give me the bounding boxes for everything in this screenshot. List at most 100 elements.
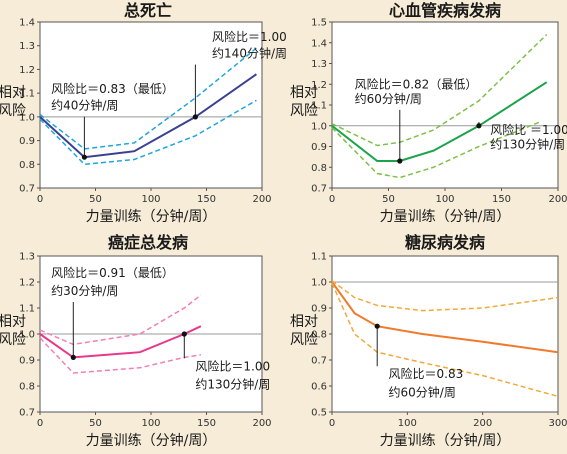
y-axis-label: 相对风险 (290, 314, 318, 348)
chart-panel-3: 癌症总发病 0.7 0.8 0.9 1.0 1.1 1.2 1.3 0 50 100 150 200 力量… (0, 233, 272, 449)
x-tick-label: 50 (382, 194, 395, 205)
x-tick-label: 200 (252, 194, 271, 205)
x-axis-label: 力量训练（分钟/周） (86, 432, 217, 449)
data-point (181, 331, 187, 337)
x-axis-label: 力量训练（分钟/周） (380, 432, 511, 449)
series-ci-line (39, 99, 257, 166)
chart-panel-4: 糖尿病发病 0.5 0.6 0.7 0.8 0.9 1.0 1.1 0 100 200 300 力量训练… (290, 233, 567, 449)
series-ci-line (39, 337, 202, 374)
y-tick-label: 0.9 (311, 142, 327, 153)
y-tick-label: 1.0 (19, 330, 35, 341)
y-axis-label: 相对风险 (0, 314, 26, 348)
y-axis-label: 相对风险 (0, 85, 26, 119)
y-tick-label: 1.1 (311, 101, 327, 112)
series-ci-line (39, 294, 202, 346)
plot-area (331, 21, 559, 189)
y-tick-label: 1.3 (311, 59, 327, 70)
y-tick-label: 1.3 (19, 252, 35, 263)
annotation-text: 约60分钟/周 (355, 91, 422, 106)
annotation-text: 约40分钟/周 (51, 98, 118, 113)
x-tick-label: 0 (37, 194, 43, 205)
y-tick-label: 0.8 (311, 163, 327, 174)
annotation-text: 约140分钟/周 (212, 46, 287, 61)
chart-title: 糖尿病发病 (405, 233, 485, 252)
x-tick-label: 50 (89, 418, 102, 429)
y-tick-label: 0.6 (311, 382, 327, 393)
x-axis-label: 力量训练（分钟/周） (380, 208, 511, 225)
y-tick-label: 0.7 (311, 356, 327, 367)
annotation-text: 约130分钟/周 (195, 377, 270, 392)
annotation-text: 风险比＝1.00 (195, 358, 270, 373)
x-tick-label: 300 (548, 418, 567, 429)
chart-title: 总死亡 (124, 1, 172, 20)
chart-panel-2: 心血管疾病发病 0.7 0.8 0.9 1.0 1.1 1.2 1.3 1.4 1.5 0 50 100… (290, 1, 567, 225)
chart-title: 癌症总发病 (108, 233, 188, 252)
y-tick-label: 0.7 (311, 184, 327, 195)
data-point (397, 158, 403, 164)
y-tick-label: 0.8 (311, 330, 327, 341)
series-estimate-line (39, 73, 257, 159)
annotation-text: 风险比＝0.83 (389, 366, 464, 381)
data-point (476, 123, 482, 129)
annotation-text: 约60分钟/周 (389, 384, 456, 399)
annotation-text: 风险比＝1.00 (212, 29, 287, 44)
series-ci-line (331, 33, 548, 147)
annotation-text: 风险比 ＝1.00 (490, 122, 567, 137)
series-ci-line (331, 280, 559, 312)
chart-panel-1: 总死亡 0.7 0.8 0.9 1.0 1.1 1.2 1.3 1.4 0 50 100 150 200 力… (0, 1, 287, 225)
x-tick-label: 150 (492, 194, 511, 205)
series-estimate-line (331, 81, 548, 162)
y-tick-label: 1.1 (19, 304, 35, 315)
x-tick-label: 200 (473, 418, 492, 429)
y-tick-label: 1.2 (19, 278, 35, 289)
x-tick-label: 50 (89, 194, 102, 205)
annotation-text: 风险比＝0.83（最低） (51, 81, 174, 96)
annotation-text: 风险比＝0.91（最低） (51, 265, 174, 280)
y-tick-label: 1.4 (311, 38, 327, 49)
series-ci-line (331, 120, 542, 179)
y-tick-label: 0.9 (311, 304, 327, 315)
x-tick-label: 150 (197, 194, 216, 205)
series-ci-line (331, 282, 559, 398)
chart-title: 心血管疾病发病 (389, 1, 501, 20)
data-point (374, 323, 380, 329)
annotation-text: 风险比＝0.82（最低） (355, 76, 478, 91)
x-tick-label: 0 (329, 418, 335, 429)
y-tick-label: 0.8 (19, 160, 35, 171)
x-axis-label: 力量训练（分钟/周） (86, 208, 217, 225)
series-estimate-line (39, 325, 202, 359)
series-estimate-line (331, 281, 559, 354)
data-point (81, 154, 87, 160)
x-tick-label: 100 (141, 418, 160, 429)
x-tick-label: 200 (548, 194, 567, 205)
y-tick-label: 0.7 (19, 408, 35, 419)
plot-area (39, 21, 263, 189)
x-tick-label: 0 (37, 418, 43, 429)
y-tick-label: 1.4 (19, 18, 35, 29)
y-tick-label: 1.1 (311, 252, 327, 263)
y-tick-label: 1.5 (311, 18, 327, 29)
y-tick-label: 1.1 (19, 89, 35, 100)
y-tick-label: 1.2 (311, 80, 327, 91)
y-tick-label: 1.2 (19, 65, 35, 76)
y-tick-label: 1.0 (311, 278, 327, 289)
x-tick-label: 100 (141, 194, 160, 205)
y-tick-label: 1.3 (19, 41, 35, 52)
x-tick-label: 100 (398, 418, 417, 429)
y-tick-label: 0.9 (19, 136, 35, 147)
annotation-text: 约130分钟/周 (490, 137, 565, 152)
y-tick-label: 1.0 (311, 121, 327, 132)
data-point (70, 354, 76, 360)
y-tick-label: 0.9 (19, 356, 35, 367)
x-tick-label: 150 (197, 418, 216, 429)
y-tick-label: 0.8 (19, 382, 35, 393)
data-point (192, 114, 198, 120)
y-axis-label: 相对风险 (290, 85, 318, 119)
series-ci-line (39, 47, 257, 150)
x-tick-label: 0 (329, 194, 335, 205)
x-tick-label: 200 (252, 418, 271, 429)
x-tick-label: 100 (435, 194, 454, 205)
y-tick-label: 1.0 (19, 112, 35, 123)
